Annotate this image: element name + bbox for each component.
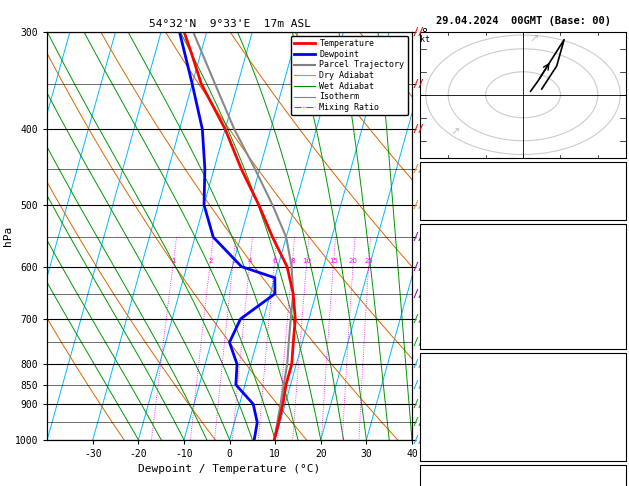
Text: CIN (J): CIN (J) bbox=[423, 446, 464, 456]
Text: //: // bbox=[412, 79, 424, 89]
Text: θe(K): θe(K) bbox=[423, 282, 453, 292]
Text: //: // bbox=[412, 261, 424, 272]
Text: Surface: Surface bbox=[503, 229, 543, 239]
Text: //: // bbox=[412, 359, 424, 369]
Text: 29.04.2024  00GMT (Base: 00): 29.04.2024 00GMT (Base: 00) bbox=[435, 16, 611, 26]
Text: //: // bbox=[412, 164, 424, 174]
Text: 1: 1 bbox=[171, 258, 175, 264]
X-axis label: Dewpoint / Temperature (°C): Dewpoint / Temperature (°C) bbox=[138, 465, 321, 474]
Text: 37: 37 bbox=[611, 186, 623, 196]
Text: $\nearrow$: $\nearrow$ bbox=[448, 127, 460, 137]
Text: Hodograph: Hodograph bbox=[496, 470, 550, 480]
Text: 3: 3 bbox=[231, 258, 235, 264]
Text: 750: 750 bbox=[606, 376, 623, 386]
Text: //: // bbox=[412, 417, 424, 428]
Text: 10: 10 bbox=[303, 258, 311, 264]
Text: //: // bbox=[412, 435, 424, 445]
Text: 1.2: 1.2 bbox=[606, 205, 623, 214]
Text: CAPE (J): CAPE (J) bbox=[423, 429, 470, 438]
Text: Pressure (mb): Pressure (mb) bbox=[423, 376, 499, 386]
Text: 6: 6 bbox=[272, 258, 277, 264]
Text: //: // bbox=[412, 399, 424, 409]
Y-axis label: km
ASL: km ASL bbox=[440, 227, 462, 244]
Text: 297: 297 bbox=[606, 282, 623, 292]
Text: 10: 10 bbox=[611, 411, 623, 421]
Text: PW (cm): PW (cm) bbox=[423, 205, 464, 214]
Text: 9.8: 9.8 bbox=[606, 247, 623, 257]
Text: kt: kt bbox=[420, 35, 430, 44]
Text: 5.4: 5.4 bbox=[606, 264, 623, 274]
Text: 9: 9 bbox=[618, 299, 623, 309]
Text: Lifted Index: Lifted Index bbox=[423, 299, 494, 309]
Text: 2: 2 bbox=[208, 258, 213, 264]
Text: //: // bbox=[412, 200, 424, 210]
Text: 0: 0 bbox=[618, 334, 623, 344]
Text: //: // bbox=[412, 314, 424, 324]
Legend: Temperature, Dewpoint, Parcel Trajectory, Dry Adiabat, Wet Adiabat, Isotherm, Mi: Temperature, Dewpoint, Parcel Trajectory… bbox=[291, 36, 408, 115]
Text: //: // bbox=[412, 289, 424, 299]
Text: Totals Totals: Totals Totals bbox=[423, 186, 499, 196]
Text: CAPE (J): CAPE (J) bbox=[423, 317, 470, 327]
Text: //: // bbox=[412, 380, 424, 390]
Text: 0: 0 bbox=[618, 446, 623, 456]
Text: //: // bbox=[412, 124, 424, 134]
Text: 0: 0 bbox=[618, 317, 623, 327]
Text: //: // bbox=[412, 337, 424, 347]
Text: Dewp (°C): Dewp (°C) bbox=[423, 264, 476, 274]
Text: $\nearrow$: $\nearrow$ bbox=[526, 34, 538, 44]
Text: -2: -2 bbox=[611, 168, 623, 177]
Y-axis label: hPa: hPa bbox=[3, 226, 13, 246]
Text: 4: 4 bbox=[248, 258, 252, 264]
Text: //: // bbox=[412, 27, 424, 36]
Text: Temp (°C): Temp (°C) bbox=[423, 247, 476, 257]
Text: 25: 25 bbox=[365, 258, 373, 264]
Text: © weatheronline.co.uk: © weatheronline.co.uk bbox=[467, 471, 579, 480]
Text: //: // bbox=[412, 232, 424, 242]
Text: 0: 0 bbox=[618, 429, 623, 438]
Text: K: K bbox=[423, 168, 429, 177]
Text: Most Unstable: Most Unstable bbox=[485, 359, 561, 368]
Text: θe (K): θe (K) bbox=[423, 394, 459, 403]
Text: CIN (J): CIN (J) bbox=[423, 334, 464, 344]
Text: Lifted Index: Lifted Index bbox=[423, 411, 494, 421]
Title: 54°32'N  9°33'E  17m ASL: 54°32'N 9°33'E 17m ASL bbox=[148, 19, 311, 30]
Text: 20: 20 bbox=[349, 258, 358, 264]
Text: 8: 8 bbox=[290, 258, 295, 264]
Text: 15: 15 bbox=[329, 258, 338, 264]
Text: 297: 297 bbox=[606, 394, 623, 403]
